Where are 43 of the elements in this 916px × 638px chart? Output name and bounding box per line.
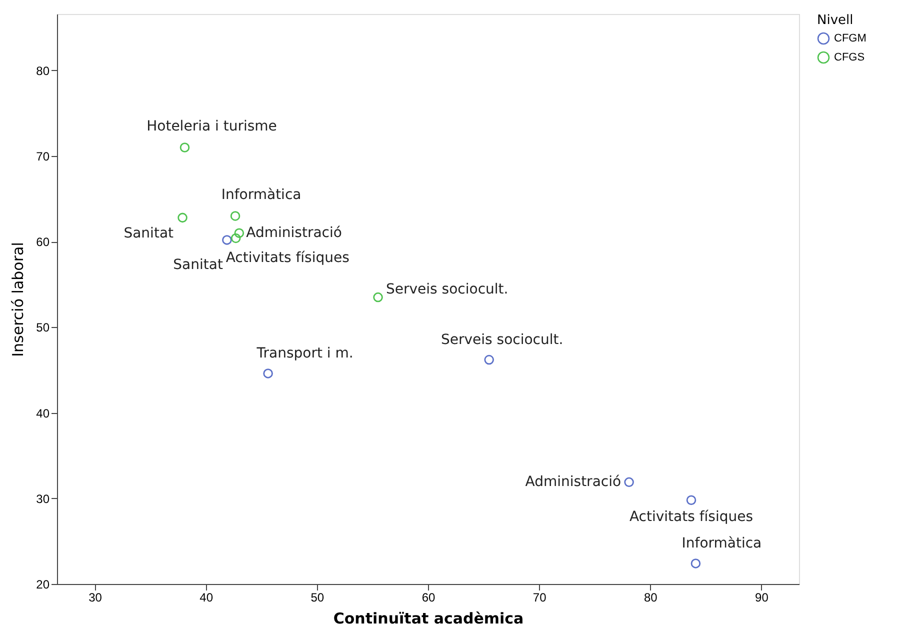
y-tick-label: 30 — [36, 492, 50, 506]
x-tick-label: 40 — [200, 590, 214, 604]
y-tick-label: 50 — [36, 320, 50, 335]
annotation: Informàtica — [682, 535, 762, 552]
annotation: Hoteleria i turisme — [146, 118, 277, 135]
annotation: Informàtica — [221, 186, 302, 203]
point — [230, 233, 241, 244]
point — [222, 235, 232, 245]
y-axis-title: Inserció laboral — [9, 242, 28, 357]
x-tick-label: 70 — [532, 590, 547, 604]
point — [234, 228, 244, 238]
point — [263, 368, 273, 378]
point — [230, 211, 240, 221]
point — [180, 142, 190, 152]
point — [686, 495, 696, 505]
x-tick-label: 90 — [755, 590, 769, 604]
annotation: Administració — [246, 225, 342, 242]
x-tick-label: 80 — [644, 590, 658, 604]
legend-label: CFGS — [834, 52, 865, 64]
annotation: Activitats físiques — [629, 509, 754, 526]
annotation: Activitats físiques — [226, 250, 350, 266]
point — [178, 212, 188, 223]
x-tick-label: 50 — [310, 590, 324, 604]
annotation: Sanitat — [124, 226, 174, 242]
x-tick-label: 60 — [422, 590, 436, 604]
point — [373, 292, 383, 302]
annotation: Serveis sociocult. — [386, 281, 508, 298]
y-tick-label: 60 — [36, 235, 50, 250]
y-tick-label: 70 — [36, 150, 50, 164]
point — [690, 558, 701, 568]
y-tick-label: 20 — [36, 578, 50, 592]
x-tick-label: 30 — [88, 590, 102, 604]
y-tick-label: 80 — [36, 64, 50, 78]
x-axis-title: Continuïtat acadèmica — [333, 610, 524, 628]
annotation: Sanitat — [173, 256, 224, 273]
y-tick-label: 40 — [36, 406, 50, 420]
legend-title: Nivell — [817, 13, 854, 28]
annotation: Transport i m. — [256, 345, 354, 362]
point — [624, 477, 634, 488]
legend-label: CFGM — [834, 32, 866, 44]
annotation: Administració — [525, 474, 622, 490]
point — [484, 354, 494, 365]
annotation: Serveis sociocult. — [440, 332, 564, 348]
